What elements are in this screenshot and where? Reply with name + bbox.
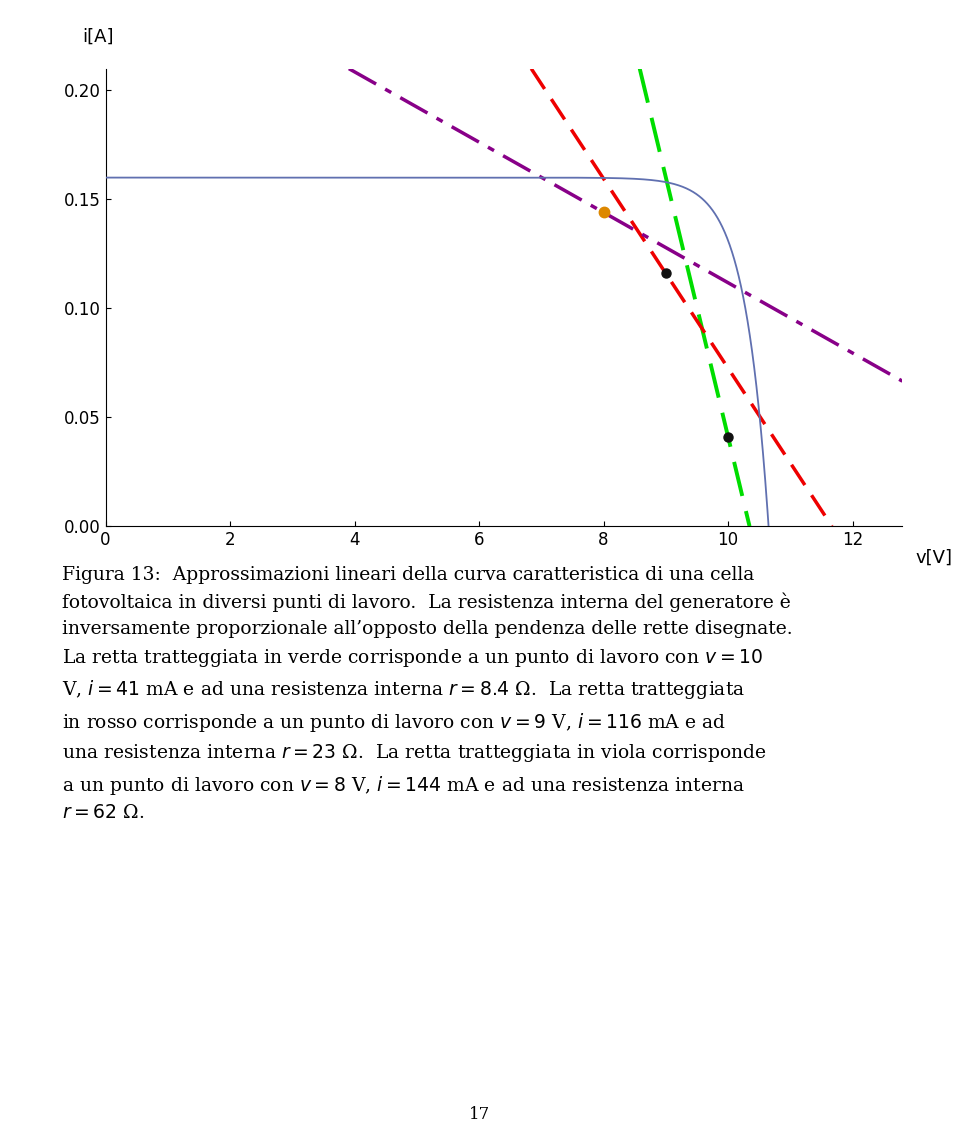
Y-axis label: i[A]: i[A] (82, 27, 113, 46)
Text: 17: 17 (469, 1106, 491, 1122)
X-axis label: v[V]: v[V] (916, 549, 952, 567)
Text: Figura 13:  Approssimazioni lineari della curva caratteristica di una cella
foto: Figura 13: Approssimazioni lineari della… (62, 566, 793, 823)
